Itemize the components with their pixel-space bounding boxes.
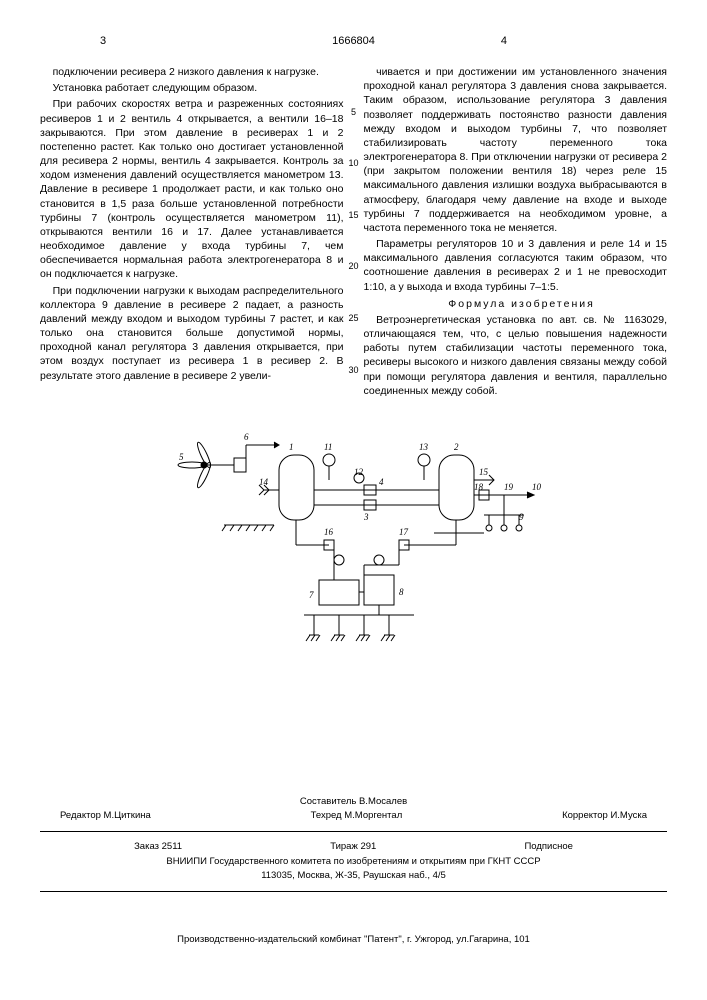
- line-marker: 25: [346, 313, 361, 323]
- diagram-label: 14: [259, 477, 269, 487]
- page-number-right: 4: [501, 35, 507, 47]
- paragraph: чивается и при достижении им установленн…: [364, 65, 668, 235]
- paragraph: Ветроэнергетическая установка по авт. св…: [364, 313, 668, 398]
- diagram-label: 12: [354, 467, 364, 477]
- paragraph: подключении ресивера 2 низкого давления …: [40, 65, 344, 79]
- diagram-label: 7: [309, 590, 314, 600]
- footer-block: Составитель В.Мосалев Редактор М.Циткина…: [40, 795, 667, 900]
- diagram-label: 1: [289, 442, 294, 452]
- techred: Техред М.Моргентал: [311, 809, 403, 823]
- paragraph: Параметры регуляторов 10 и 3 давления и …: [364, 237, 668, 294]
- diagram-label: 3: [363, 512, 369, 522]
- paragraph: При подключении нагрузки к выходам распр…: [40, 284, 344, 383]
- patent-number: 1666804: [332, 35, 375, 47]
- diagram-label: 5: [179, 452, 184, 462]
- address-line: 113035, Москва, Ж-35, Раушская наб., 4/5: [40, 869, 667, 883]
- paragraph: При рабочих скоростях ветра и разреженны…: [40, 97, 344, 281]
- line-marker: 20: [346, 261, 361, 271]
- diagram-label: 10: [532, 482, 542, 492]
- line-marker: 30: [346, 365, 361, 375]
- diagram-label: 8: [399, 587, 404, 597]
- order-number: Заказ 2511: [134, 840, 182, 854]
- diagram-label: 2: [454, 442, 459, 452]
- publisher-line: Производственно-издательский комбинат "П…: [40, 934, 667, 945]
- org-line: ВНИИПИ Государственного комитета по изоб…: [40, 855, 667, 869]
- diagram-label: 4: [379, 477, 384, 487]
- formula-title: Формула изобретения: [364, 297, 668, 311]
- diagram-label: 17: [399, 527, 409, 537]
- line-marker: 10: [346, 158, 361, 168]
- line-marker: 15: [346, 210, 361, 220]
- subscription: Подписное: [524, 840, 572, 854]
- left-column: подключении ресивера 2 низкого давления …: [40, 65, 344, 400]
- paragraph: Установка работает следующим образом.: [40, 81, 344, 95]
- diagram-label: 16: [324, 527, 334, 537]
- corrector: Корректор И.Муска: [562, 809, 647, 823]
- editor: Редактор М.Циткина: [60, 809, 151, 823]
- diagram-label: 6: [244, 432, 249, 442]
- compiler-line: Составитель В.Мосалев: [40, 795, 667, 809]
- tirazh: Тираж 291: [330, 840, 376, 854]
- diagram-label: 13: [419, 442, 429, 452]
- page-number-left: 3: [100, 35, 106, 47]
- text-content: 5 10 15 20 25 30 подключении ресивера 2 …: [40, 65, 667, 400]
- diagram-label: 18: [474, 482, 484, 492]
- diagram-label: 15: [479, 467, 489, 477]
- diagram-label: 11: [324, 442, 332, 452]
- diagram-label: 9: [519, 512, 524, 522]
- schematic-diagram: 5 1 2 6 11 12 13 14 15 4 3 16 17 18 19 7…: [164, 420, 544, 660]
- line-marker: 5: [346, 107, 361, 117]
- right-column: чивается и при достижении им установленн…: [364, 65, 668, 400]
- diagram-label: 19: [504, 482, 514, 492]
